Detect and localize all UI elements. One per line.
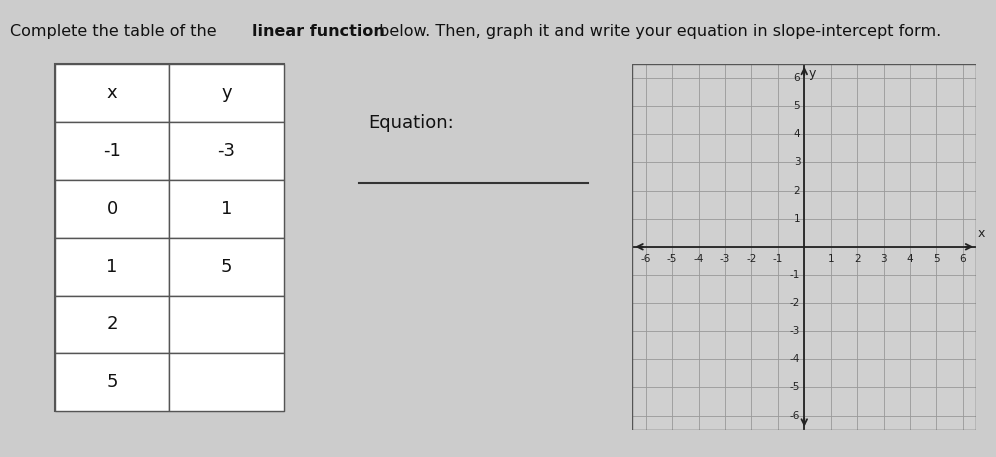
- Text: 2: 2: [854, 254, 861, 264]
- Text: -4: -4: [693, 254, 704, 264]
- Text: 6: 6: [959, 254, 966, 264]
- Text: y: y: [809, 67, 817, 80]
- Text: Equation:: Equation:: [369, 114, 454, 133]
- Text: 2: 2: [107, 315, 118, 334]
- Text: -1: -1: [104, 142, 121, 160]
- Text: -6: -6: [790, 410, 801, 420]
- Text: -3: -3: [720, 254, 730, 264]
- Text: linear function: linear function: [252, 25, 384, 39]
- Text: 6: 6: [794, 73, 801, 83]
- Text: -5: -5: [667, 254, 677, 264]
- Text: -4: -4: [790, 354, 801, 364]
- Text: 1: 1: [221, 200, 232, 218]
- Text: 0: 0: [107, 200, 118, 218]
- Text: 5: 5: [933, 254, 940, 264]
- Text: -2: -2: [746, 254, 757, 264]
- Text: -6: -6: [640, 254, 650, 264]
- Text: -3: -3: [790, 326, 801, 336]
- Text: 4: 4: [906, 254, 913, 264]
- Text: -2: -2: [790, 298, 801, 308]
- Text: 4: 4: [794, 129, 801, 139]
- Text: -1: -1: [790, 270, 801, 280]
- Text: 3: 3: [880, 254, 886, 264]
- Text: x: x: [977, 227, 985, 240]
- Text: 1: 1: [794, 214, 801, 223]
- Text: 5: 5: [107, 373, 118, 391]
- Text: 5: 5: [794, 101, 801, 111]
- Text: -1: -1: [773, 254, 783, 264]
- Text: Complete the table of the: Complete the table of the: [10, 25, 222, 39]
- Text: -3: -3: [217, 142, 236, 160]
- Text: 2: 2: [794, 186, 801, 196]
- Text: 3: 3: [794, 157, 801, 167]
- Text: 1: 1: [107, 258, 118, 276]
- Text: 5: 5: [221, 258, 232, 276]
- Text: below. Then, graph it and write your equation in slope-intercept form.: below. Then, graph it and write your equ…: [374, 25, 941, 39]
- Text: 1: 1: [828, 254, 834, 264]
- Text: -5: -5: [790, 383, 801, 393]
- Text: y: y: [221, 84, 232, 102]
- Text: x: x: [107, 84, 118, 102]
